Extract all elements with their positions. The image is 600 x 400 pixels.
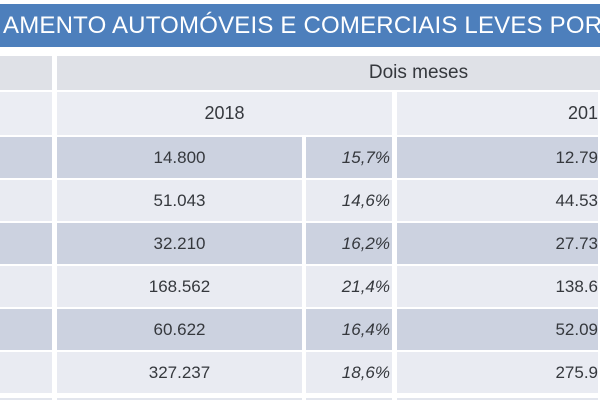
group-header-cell: Dois meses <box>57 56 600 90</box>
corner-cell-cropped <box>0 92 52 135</box>
cropped-cell <box>397 398 598 400</box>
pct-variation-cell: 16,2% <box>306 223 392 264</box>
value-right-cell-cut: 52.09 <box>397 309 598 350</box>
value-2018-cell: 60.622 <box>57 309 302 350</box>
year-right-header-cell-cut: 201 <box>397 92 598 135</box>
region-label-cell-cropped <box>0 180 52 221</box>
pct-variation-cell: 14,6% <box>306 180 392 221</box>
page-title: AMENTO AUTOMÓVEIS E COMERCIAIS LEVES POR <box>3 12 600 39</box>
region-label-cell-cropped <box>0 266 52 307</box>
table-row: 14.800 15,7% 12.79 <box>0 137 598 178</box>
table-header-year-row: 2018 201 <box>0 92 598 135</box>
value-2018-cell: 32.210 <box>57 223 302 264</box>
value-right-cell-cut: 138.6 <box>397 266 598 307</box>
region-label-cell-cropped <box>0 137 52 178</box>
cropped-cell <box>0 398 52 400</box>
value-right-cell-cut: 44.53 <box>397 180 598 221</box>
cropped-next-row-sliver <box>0 398 598 400</box>
pct-variation-cell: 16,4% <box>306 309 392 350</box>
region-label-cell-cropped <box>0 352 52 393</box>
table-row-total: 327.237 18,6% 275.9 <box>0 352 598 393</box>
title-bar: AMENTO AUTOMÓVEIS E COMERCIAIS LEVES POR <box>0 4 600 47</box>
value-2018-cell: 14.800 <box>57 137 302 178</box>
table-row: 32.210 16,2% 27.73 <box>0 223 598 264</box>
cropped-cell <box>306 398 392 400</box>
region-label-cell-cropped <box>0 309 52 350</box>
table-row: 51.043 14,6% 44.53 <box>0 180 598 221</box>
pct-variation-cell: 21,4% <box>306 266 392 307</box>
value-2018-cell: 168.562 <box>57 266 302 307</box>
pct-variation-cell: 18,6% <box>306 352 392 393</box>
year-left-header-cell: 2018 <box>57 92 392 135</box>
table-row: 168.562 21,4% 138.6 <box>0 266 598 307</box>
cropped-cell <box>57 398 302 400</box>
corner-cell-cropped <box>0 56 52 90</box>
region-label-cell-cropped <box>0 223 52 264</box>
value-right-cell-cut: 12.79 <box>397 137 598 178</box>
value-2018-cell: 51.043 <box>57 180 302 221</box>
value-right-cell-cut: 27.73 <box>397 223 598 264</box>
table-row: 60.622 16,4% 52.09 <box>0 309 598 350</box>
table-header-group-row: Dois meses <box>0 56 600 90</box>
value-right-cell-cut: 275.9 <box>397 352 598 393</box>
pct-variation-cell: 15,7% <box>306 137 392 178</box>
value-2018-cell: 327.237 <box>57 352 302 393</box>
